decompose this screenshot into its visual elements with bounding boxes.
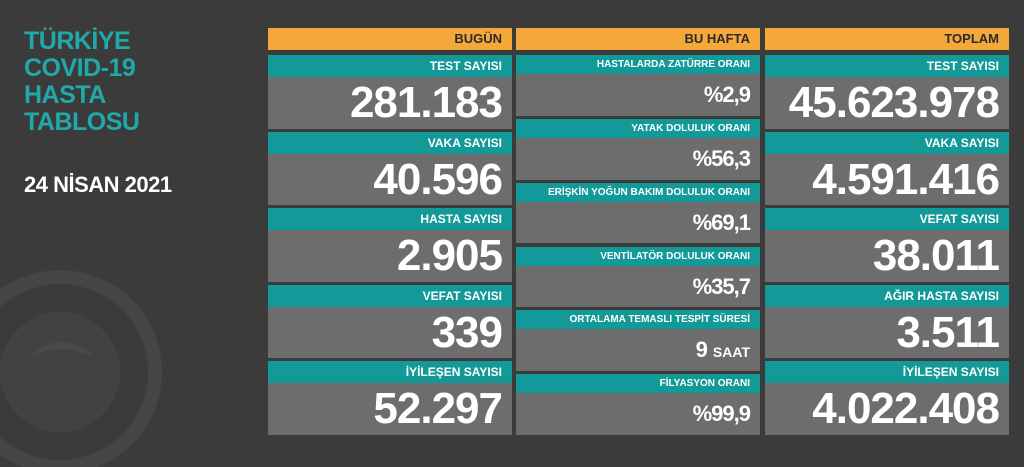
stat-card: VENTİLATÖR DOLULUK ORANI %35,7 (516, 246, 760, 308)
stat-label: TEST SAYISI (765, 55, 1009, 77)
value-text: 52.297 (373, 384, 503, 434)
stat-card: ORTALAMA TEMASLI TESPİT SÜRESİ 9 SAAT (516, 310, 760, 372)
stat-label: ERİŞKİN YOĞUN BAKIM DOLULUK ORANI (516, 182, 760, 202)
column: BU HAFTA HASTALARDA ZATÜRRE ORANI %2,9 YATA… (516, 28, 760, 435)
stat-label: HASTALARDA ZATÜRRE ORANI (516, 55, 760, 74)
stat-value: 9 SAAT (516, 329, 760, 372)
stat-value: %56,3 (516, 137, 760, 180)
stat-card: VAKA SAYISI 40.596 (268, 131, 512, 206)
stat-label: TEST SAYISI (268, 55, 512, 77)
stat-card: HASTALARDA ZATÜRRE ORANI %2,9 (516, 55, 760, 116)
stat-card: YATAK DOLULUK ORANI %56,3 (516, 118, 760, 180)
column: BUGÜN TEST SAYISI 281.183 VAKA SAYISI 40.596… (268, 28, 512, 435)
stat-value: %2,9 (516, 74, 760, 116)
date: 24 NİSAN 2021 (24, 172, 172, 197)
stat-label: YATAK DOLULUK ORANI (516, 118, 760, 138)
value-unit: SAAT (712, 344, 750, 361)
stat-label: VENTİLATÖR DOLULUK ORANI (516, 246, 760, 266)
title-line: TABLOSU (24, 108, 140, 136)
stat-label: VEFAT SAYISI (765, 208, 1009, 231)
stat-card: VAKA SAYISI 4.591.416 (765, 131, 1009, 206)
stat-label: FİLYASYON ORANI (516, 374, 760, 394)
stat-value: 4.022.408 (765, 383, 1009, 435)
stat-label: VAKA SAYISI (268, 131, 512, 154)
value-text: %56,3 (692, 145, 751, 171)
stat-value: 38.011 (765, 230, 1009, 282)
value-text: 4.022.408 (812, 384, 1000, 434)
stat-card: AĞIR HASTA SAYISI 3.511 (765, 284, 1009, 359)
stat-label: ORTALAMA TEMASLI TESPİT SÜRESİ (516, 310, 760, 330)
stat-value: 52.297 (268, 383, 512, 435)
stat-card: VEFAT SAYISI 339 (268, 284, 512, 359)
title-line: COVID-19 (24, 54, 136, 82)
value-text: 4.591.416 (812, 154, 1000, 204)
stat-label: İYİLEŞEN SAYISI (268, 361, 512, 384)
value-text: 38.011 (872, 231, 1000, 281)
stat-value: %69,1 (516, 201, 760, 244)
title-line: TÜRKİYE (24, 27, 131, 55)
column-header: BU HAFTA (516, 28, 760, 50)
emblem (0, 270, 162, 467)
value-text: %35,7 (692, 273, 751, 299)
stat-card: FİLYASYON ORANI %99,9 (516, 374, 760, 435)
stat-value: %35,7 (516, 265, 760, 308)
column-header: BUGÜN (268, 28, 512, 50)
stat-value: 3.511 (765, 306, 1009, 359)
stat-card: ERİŞKİN YOĞUN BAKIM DOLULUK ORANI %69,1 (516, 182, 760, 244)
value-text: 339 (431, 307, 503, 357)
value-text: 281.183 (349, 78, 503, 127)
stat-value: 4.591.416 (765, 153, 1009, 206)
stat-value: %99,9 (516, 393, 760, 435)
column: TOPLAM TEST SAYISI 45.623.978 VAKA SAYISI 4.… (765, 28, 1009, 435)
stat-value: 339 (268, 306, 512, 359)
column-header: TOPLAM (765, 28, 1009, 50)
stat-value: 40.596 (268, 153, 512, 206)
value-text: 9 (695, 337, 708, 363)
value-text: 45.623.978 (788, 78, 1000, 127)
value-text: 40.596 (373, 154, 503, 204)
stat-value: 281.183 (268, 77, 512, 129)
stat-label: AĞIR HASTA SAYISI (765, 284, 1009, 307)
stat-card: İYİLEŞEN SAYISI 4.022.408 (765, 361, 1009, 435)
stat-card: TEST SAYISI 281.183 (268, 55, 512, 129)
value-text: %99,9 (692, 401, 751, 427)
title: TÜRKİYE COVID-19 HASTA TABLOSU (24, 27, 140, 136)
value-text: %69,1 (692, 209, 751, 235)
value-text: 3.511 (896, 307, 1000, 357)
stat-label: VEFAT SAYISI (268, 284, 512, 307)
stat-card: HASTA SAYISI 2.905 (268, 208, 512, 282)
stat-card: İYİLEŞEN SAYISI 52.297 (268, 361, 512, 435)
stat-card: TEST SAYISI 45.623.978 (765, 55, 1009, 129)
stat-label: VAKA SAYISI (765, 131, 1009, 154)
stat-label: HASTA SAYISI (268, 208, 512, 231)
stat-value: 2.905 (268, 230, 512, 282)
value-text: %2,9 (703, 82, 751, 107)
stat-card: VEFAT SAYISI 38.011 (765, 208, 1009, 282)
title-line: HASTA (24, 81, 106, 109)
stat-value: 45.623.978 (765, 77, 1009, 129)
value-text: 2.905 (396, 231, 503, 281)
stat-label: İYİLEŞEN SAYISI (765, 361, 1009, 384)
